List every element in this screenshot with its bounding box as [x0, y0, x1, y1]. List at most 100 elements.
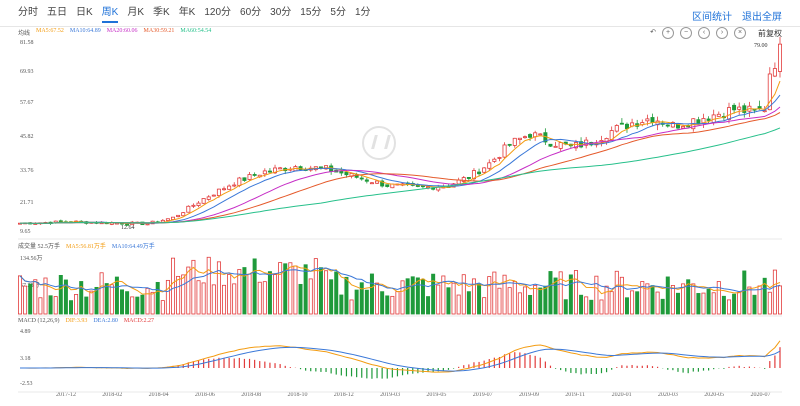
date-tick: 2020-07 — [750, 392, 771, 398]
scroll-right-icon[interactable]: › — [716, 27, 728, 39]
adjust-mode-button[interactable]: 前复权 — [758, 28, 782, 38]
volume-bar — [23, 285, 28, 315]
volume-bar — [380, 291, 385, 315]
candle-body — [778, 43, 783, 72]
volume-bar — [538, 287, 543, 315]
date-tick: 2019-11 — [565, 392, 586, 398]
back-icon[interactable]: ↶ — [650, 29, 656, 36]
price-tick: 33.76 — [20, 168, 34, 174]
volume-bar — [313, 258, 318, 315]
price-tick: 21.71 — [20, 200, 34, 206]
exit-fullscreen-link[interactable]: 退出全屏 — [742, 12, 782, 23]
volume-bar — [604, 285, 609, 315]
volume-bar — [528, 294, 533, 315]
volume-bar — [33, 279, 38, 315]
volume-bar — [589, 299, 594, 315]
candle-body — [650, 117, 655, 123]
period-tab[interactable]: 15分 — [300, 7, 322, 18]
candle-body — [624, 123, 629, 130]
close-icon[interactable]: × — [734, 27, 746, 39]
zoom-out-icon[interactable]: − — [680, 27, 692, 39]
volume-bar — [415, 277, 420, 315]
volume-bar — [145, 287, 150, 315]
volume-bar — [303, 264, 308, 315]
zoom-in-icon[interactable]: + — [662, 27, 674, 39]
interval-stats-link[interactable]: 区间统计 — [692, 12, 732, 23]
volume-bar — [94, 286, 99, 315]
candle-body — [181, 212, 186, 217]
period-tab[interactable]: 年K — [178, 7, 196, 18]
date-axis: 2017-12 2018-02 2018-04 2018-06 2018-08 2018-… — [0, 392, 800, 404]
period-tab[interactable]: 日K — [76, 7, 93, 18]
volume-bar — [778, 285, 783, 315]
volume-bar — [533, 285, 538, 315]
volume-bar — [543, 285, 548, 315]
volume-bar — [767, 291, 772, 315]
volume-bar — [675, 292, 680, 315]
volume-bar — [665, 276, 670, 315]
volume-bar — [354, 289, 359, 315]
candle-body — [726, 107, 731, 120]
ma-legend-title: 均线 — [18, 31, 31, 37]
candle-body — [216, 188, 221, 196]
volume-bar — [436, 284, 441, 315]
volume-bar — [349, 299, 354, 315]
volume-bar — [385, 295, 390, 315]
period-tab[interactable]: 5分 — [330, 7, 346, 18]
period-tab[interactable]: 分时 — [18, 7, 38, 18]
candle-body — [369, 182, 374, 185]
candle-body — [267, 170, 272, 173]
volume-bar — [237, 269, 242, 315]
volume-bar — [420, 278, 425, 315]
candle-body — [58, 220, 63, 223]
volume-bar — [273, 274, 278, 315]
volume-bar — [650, 285, 655, 315]
period-tab[interactable]: 120分 — [204, 7, 232, 18]
volume-bar — [171, 257, 176, 315]
volume-bar — [329, 279, 334, 315]
candle-body — [512, 137, 517, 146]
volume-tick: 134.56万 — [20, 256, 43, 262]
candle-body — [548, 143, 553, 147]
volume-bar — [721, 295, 726, 315]
volume-bar — [201, 282, 206, 315]
date-tick: 2020-03 — [657, 392, 678, 398]
volume-bar — [507, 287, 512, 315]
candle-body — [227, 185, 232, 190]
period-tab[interactable]: 30分 — [270, 7, 292, 18]
period-tab[interactable]: 60分 — [240, 7, 262, 18]
candle-body — [278, 167, 283, 170]
volume-bar — [711, 292, 716, 315]
price-tick: 57.67 — [20, 100, 34, 106]
volume-bar — [701, 292, 706, 315]
ma5-legend: MA5:67.52 — [36, 28, 64, 34]
volume-bar — [441, 275, 446, 315]
volume-bar — [69, 300, 74, 315]
volume-bar — [471, 278, 476, 315]
candle-body — [737, 106, 742, 110]
period-tab[interactable]: 1分 — [354, 7, 371, 18]
candle-body — [681, 126, 686, 129]
period-tab[interactable]: 周K — [101, 6, 119, 23]
volume-bar — [216, 261, 221, 315]
volume-bar — [267, 271, 272, 315]
candle-body — [165, 218, 170, 221]
period-tab[interactable]: 五日 — [47, 7, 67, 18]
volume-bar — [726, 299, 731, 315]
volume-bar — [186, 266, 191, 315]
period-tab[interactable]: 季K — [153, 7, 170, 18]
candle-body — [298, 166, 303, 171]
candle-body — [466, 177, 471, 179]
vol-ma10-legend: MA10:64.49万手 — [111, 244, 155, 250]
scroll-left-icon[interactable]: ‹ — [698, 27, 710, 39]
candle-body — [619, 122, 624, 125]
date-tick: 2018-12 — [333, 392, 354, 398]
volume-bar — [482, 297, 487, 315]
volume-bar — [150, 291, 155, 315]
volume-bar — [135, 296, 140, 315]
candle-body — [772, 68, 777, 77]
period-tab[interactable]: 月K — [127, 7, 145, 18]
volume-bar — [181, 274, 186, 315]
date-tick: 2017-12 — [56, 392, 76, 398]
